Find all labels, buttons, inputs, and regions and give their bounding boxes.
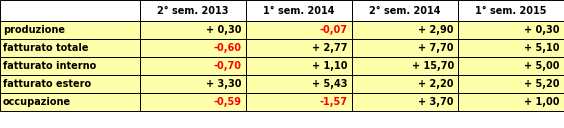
Text: -0,07: -0,07 bbox=[320, 25, 348, 35]
Bar bbox=[458, 57, 564, 75]
Bar bbox=[246, 93, 352, 111]
Text: + 1,00: + 1,00 bbox=[525, 97, 560, 107]
Bar bbox=[352, 93, 458, 111]
Bar bbox=[246, 75, 352, 93]
Bar bbox=[140, 93, 246, 111]
Text: + 5,00: + 5,00 bbox=[525, 61, 560, 71]
Text: 2° sem. 2014: 2° sem. 2014 bbox=[369, 6, 440, 15]
Bar bbox=[458, 93, 564, 111]
Bar bbox=[246, 57, 352, 75]
Text: + 3,30: + 3,30 bbox=[206, 79, 242, 89]
Bar bbox=[352, 21, 458, 39]
Bar bbox=[246, 0, 352, 21]
Bar bbox=[458, 39, 564, 57]
Bar bbox=[140, 0, 246, 21]
Text: -1,57: -1,57 bbox=[320, 97, 348, 107]
Text: + 5,10: + 5,10 bbox=[525, 43, 560, 53]
Text: fatturato estero: fatturato estero bbox=[3, 79, 91, 89]
Text: + 7,70: + 7,70 bbox=[418, 43, 454, 53]
Bar bbox=[458, 75, 564, 93]
Text: + 1,10: + 1,10 bbox=[312, 61, 348, 71]
Text: + 0,30: + 0,30 bbox=[206, 25, 242, 35]
Text: produzione: produzione bbox=[3, 25, 65, 35]
Bar bbox=[246, 39, 352, 57]
Bar bbox=[0, 0, 140, 21]
Bar bbox=[352, 75, 458, 93]
Bar bbox=[246, 21, 352, 39]
Text: + 0,30: + 0,30 bbox=[525, 25, 560, 35]
Bar bbox=[352, 0, 458, 21]
Bar bbox=[140, 75, 246, 93]
Bar bbox=[352, 57, 458, 75]
Text: -0,60: -0,60 bbox=[214, 43, 242, 53]
Text: + 3,70: + 3,70 bbox=[418, 97, 454, 107]
Text: + 15,70: + 15,70 bbox=[412, 61, 454, 71]
Text: -0,70: -0,70 bbox=[214, 61, 242, 71]
Text: 1° sem. 2015: 1° sem. 2015 bbox=[475, 6, 547, 15]
Text: + 5,20: + 5,20 bbox=[525, 79, 560, 89]
Text: + 2,90: + 2,90 bbox=[418, 25, 454, 35]
Text: + 2,77: + 2,77 bbox=[312, 43, 348, 53]
Text: fatturato interno: fatturato interno bbox=[3, 61, 96, 71]
Bar bbox=[0, 93, 140, 111]
Text: + 5,43: + 5,43 bbox=[312, 79, 348, 89]
Bar bbox=[0, 75, 140, 93]
Text: 2° sem. 2013: 2° sem. 2013 bbox=[157, 6, 229, 15]
Bar bbox=[140, 57, 246, 75]
Bar bbox=[0, 39, 140, 57]
Bar bbox=[140, 39, 246, 57]
Text: 1° sem. 2014: 1° sem. 2014 bbox=[263, 6, 335, 15]
Text: -0,59: -0,59 bbox=[214, 97, 242, 107]
Text: + 2,20: + 2,20 bbox=[418, 79, 454, 89]
Bar bbox=[0, 21, 140, 39]
Bar bbox=[140, 21, 246, 39]
Bar bbox=[458, 21, 564, 39]
Bar bbox=[352, 39, 458, 57]
Text: fatturato totale: fatturato totale bbox=[3, 43, 89, 53]
Text: occupazione: occupazione bbox=[3, 97, 71, 107]
Bar bbox=[458, 0, 564, 21]
Bar bbox=[0, 57, 140, 75]
